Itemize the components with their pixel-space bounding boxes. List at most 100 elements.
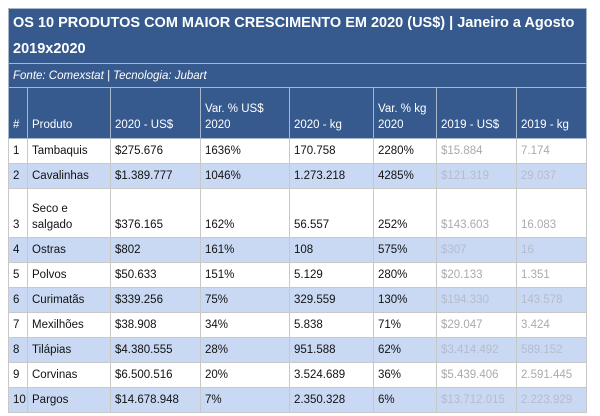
table-row: 2 Cavalinhas $1.389.777 1046% 1.273.218 4285%… (8, 163, 588, 189)
table-cell: 2280% (373, 138, 437, 164)
table-cell: 951.588 (289, 337, 374, 363)
table-cell: 575% (373, 237, 437, 263)
table-cell: Tilápias (27, 337, 111, 363)
column-header: 2019 - US$ (436, 87, 517, 139)
table-row: 6 Curimatãs $339.256 75% 329.559 130% $194.330… (8, 287, 588, 313)
table-cell: 7% (200, 387, 290, 413)
table-cell: 1046% (200, 163, 290, 189)
table-cell: $121.319 (436, 163, 517, 189)
table-cell: $1.389.777 (110, 163, 201, 189)
column-header: Var. % kg 2020 (373, 87, 437, 139)
table-cell: 329.559 (289, 287, 374, 313)
table-cell: Curimatãs (27, 287, 111, 313)
table-cell: Polvos (27, 262, 111, 288)
table-cell: $3.414.492 (436, 337, 517, 363)
products-table: OS 10 PRODUTOS COM MAIOR CRESCIMENTO EM … (7, 8, 588, 413)
table-cell: $275.676 (110, 138, 201, 164)
table-cell: 3 (8, 188, 28, 238)
column-header: # (8, 87, 28, 139)
column-header: Produto (27, 87, 111, 139)
table-cell: 151% (200, 262, 290, 288)
table-row: 1 Tambaquis $275.676 1636% 170.758 2280% $15.8… (8, 138, 588, 164)
table-cell: 2 (8, 163, 28, 189)
table-cell: $29.047 (436, 312, 517, 338)
table-cell: $307 (436, 237, 517, 263)
table-cell: 62% (373, 337, 437, 363)
table-title: OS 10 PRODUTOS COM MAIOR CRESCIMENTO EM … (7, 8, 588, 64)
table-cell: 162% (200, 188, 290, 238)
table-cell: Corvinas (27, 362, 111, 388)
table-cell: 8 (8, 337, 28, 363)
column-header: 2020 - kg (289, 87, 374, 139)
table-cell: 1 (8, 138, 28, 164)
table-cell: $20.133 (436, 262, 517, 288)
table-cell: 108 (289, 237, 374, 263)
table-row: 4 Ostras $802 161% 108 575% $307 16 (8, 237, 588, 263)
table-cell: $143.603 (436, 188, 517, 238)
table-cell: 1.351 (515, 262, 588, 288)
table-cell: $38.908 (110, 312, 201, 338)
table-cell: 4285% (373, 163, 437, 189)
table-cell: Pargos (27, 387, 111, 413)
source-note: Fonte: Comexstat | Tecnologia: Jubart (7, 63, 588, 88)
table-cell: 36% (373, 362, 437, 388)
table-cell: 589.152 (515, 337, 588, 363)
table-cell: 143.578 (515, 287, 588, 313)
table-cell: 2.223.929 (515, 387, 588, 413)
table-row: 5 Polvos $50.633 151% 5.129 280% $20.133 1.351 (8, 262, 588, 288)
products-table-container: OS 10 PRODUTOS COM MAIOR CRESCIMENTO EM … (7, 8, 588, 413)
table-cell: $50.633 (110, 262, 201, 288)
table-cell: Cavalinhas (27, 163, 111, 189)
table-cell: 280% (373, 262, 437, 288)
table-cell: 1636% (200, 138, 290, 164)
table-cell: 5 (8, 262, 28, 288)
table-cell: $194.330 (436, 287, 517, 313)
table-cell: 3.524.689 (289, 362, 374, 388)
table-cell: 16 (515, 237, 588, 263)
table-row: 7 Mexilhões $38.908 34% 5.838 71% $29.047 3.424 (8, 312, 588, 338)
table-cell: 16.083 (515, 188, 588, 238)
table-cell: 3.424 (515, 312, 588, 338)
table-cell: $15.884 (436, 138, 517, 164)
table-cell: 20% (200, 362, 290, 388)
table-cell: $339.256 (110, 287, 201, 313)
table-cell: $5.439.406 (436, 362, 517, 388)
column-header: 2020 - US$ (110, 87, 201, 139)
table-cell: $4.380.555 (110, 337, 201, 363)
table-cell: 130% (373, 287, 437, 313)
table-cell: 2.591.445 (515, 362, 588, 388)
table-cell: $6.500.516 (110, 362, 201, 388)
table-cell: 75% (200, 287, 290, 313)
table-cell: 5.129 (289, 262, 374, 288)
table-cell: 28% (200, 337, 290, 363)
table-cell: $376.165 (110, 188, 201, 238)
table-cell: Seco e salgado (27, 188, 111, 238)
table-row: 3 Seco e salgado $376.165 162% 56.557 252% $14… (8, 188, 588, 238)
table-cell: 252% (373, 188, 437, 238)
table-cell: 56.557 (289, 188, 374, 238)
table-cell: 2.350.328 (289, 387, 374, 413)
table-cell: 29.037 (515, 163, 588, 189)
table-cell: 9 (8, 362, 28, 388)
table-cell: 71% (373, 312, 437, 338)
table-cell: 1.273.218 (289, 163, 374, 189)
table-cell: 6% (373, 387, 437, 413)
table-cell: 10 (8, 387, 28, 413)
table-cell: $802 (110, 237, 201, 263)
table-cell: Tambaquis (27, 138, 111, 164)
column-header: Var. % US$ 2020 (200, 87, 290, 139)
column-header: 2019 - kg (515, 87, 588, 139)
table-cell: $14.678.948 (110, 387, 201, 413)
table-cell: Mexilhões (27, 312, 111, 338)
table-cell: 5.838 (289, 312, 374, 338)
table-cell: 161% (200, 237, 290, 263)
table-row: 10 Pargos $14.678.948 7% 2.350.328 6% $13.712.… (8, 387, 588, 413)
table-cell: 34% (200, 312, 290, 338)
table-cell: 170.758 (289, 138, 374, 164)
table-cell: 7.174 (515, 138, 588, 164)
table-cell: 4 (8, 237, 28, 263)
table-cell: $13.712.015 (436, 387, 517, 413)
table-cell: 6 (8, 287, 28, 313)
table-cell: 7 (8, 312, 28, 338)
table-row: 8 Tilápias $4.380.555 28% 951.588 62% $3.414.4… (8, 337, 588, 363)
